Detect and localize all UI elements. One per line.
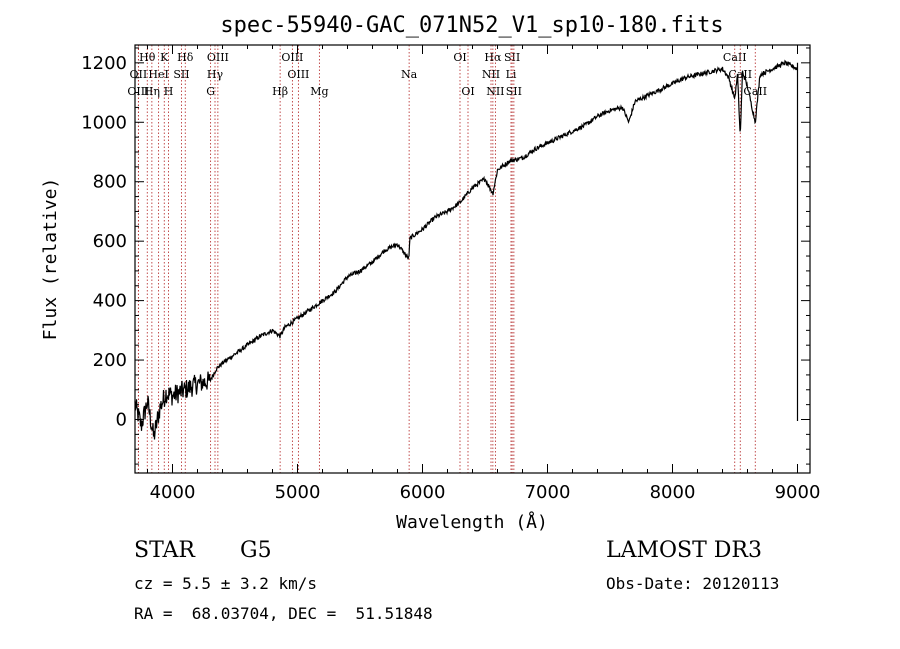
line-label: OIII bbox=[127, 85, 149, 98]
line-label: Hδ bbox=[177, 51, 194, 64]
y-tick-label: 0 bbox=[116, 410, 127, 431]
line-label: OIII bbox=[207, 51, 229, 64]
y-tick-label: 1200 bbox=[81, 53, 127, 74]
x-tick-label: 6000 bbox=[400, 482, 446, 503]
line-label: OIII bbox=[281, 51, 303, 64]
line-label: OIII bbox=[287, 68, 309, 81]
survey-name: LAMOST DR3 bbox=[606, 538, 762, 563]
coordinates: RA = 68.03704, DEC = 51.51848 bbox=[134, 604, 433, 623]
y-tick-label: 800 bbox=[93, 172, 127, 193]
line-label: OI bbox=[453, 51, 466, 64]
line-label: HeI bbox=[148, 68, 168, 81]
y-axis-label: Flux (relative) bbox=[40, 178, 61, 341]
object-subclass: G5 bbox=[240, 538, 272, 563]
x-tick-label: 8000 bbox=[650, 482, 696, 503]
line-label: OI bbox=[461, 85, 474, 98]
line-label: Mg bbox=[310, 85, 328, 98]
line-label: H bbox=[164, 85, 174, 98]
line-label: Li bbox=[506, 68, 517, 81]
line-label: Hα bbox=[484, 51, 502, 64]
line-label: Hθ bbox=[139, 51, 156, 64]
y-tick-label: 600 bbox=[93, 231, 127, 252]
y-tick-label: 200 bbox=[93, 350, 127, 371]
x-tick-label: 7000 bbox=[525, 482, 571, 503]
line-label: NII bbox=[482, 68, 500, 81]
y-tick-label: 1000 bbox=[81, 112, 127, 133]
line-label: K bbox=[160, 51, 169, 64]
line-label: Hβ bbox=[272, 85, 288, 98]
line-label: Na bbox=[401, 68, 418, 81]
x-tick-label: 5000 bbox=[275, 482, 321, 503]
redshift-info: cz = 5.5 ± 3.2 km/s bbox=[134, 574, 318, 593]
x-tick-label: 4000 bbox=[150, 482, 196, 503]
line-label: G bbox=[206, 85, 215, 98]
line-label: CaII bbox=[728, 68, 752, 81]
y-axis: 0 200 400 600 800 1000 1200 bbox=[81, 47, 810, 465]
observation-date: Obs-Date: 20120113 bbox=[606, 574, 780, 593]
line-label: NII bbox=[486, 85, 504, 98]
line-label: SII bbox=[173, 68, 189, 81]
line-label: Hη bbox=[144, 85, 160, 98]
spectrum-series bbox=[134, 59, 799, 440]
y-tick-label: 400 bbox=[93, 291, 127, 312]
x-axis: 4000 5000 6000 7000 8000 9000 bbox=[147, 45, 821, 503]
x-tick-label: 9000 bbox=[775, 482, 821, 503]
line-label: SII bbox=[506, 85, 522, 98]
chart-title: spec-55940-GAC_071N52_V1_sp10-180.fits bbox=[220, 13, 723, 38]
x-axis-label: Wavelength (Å) bbox=[396, 511, 548, 533]
plot-frame bbox=[134, 44, 811, 474]
line-label: SII bbox=[504, 51, 520, 64]
object-class: STAR bbox=[134, 538, 195, 563]
line-label: Hγ bbox=[207, 68, 224, 81]
line-label: CaII bbox=[723, 51, 747, 64]
